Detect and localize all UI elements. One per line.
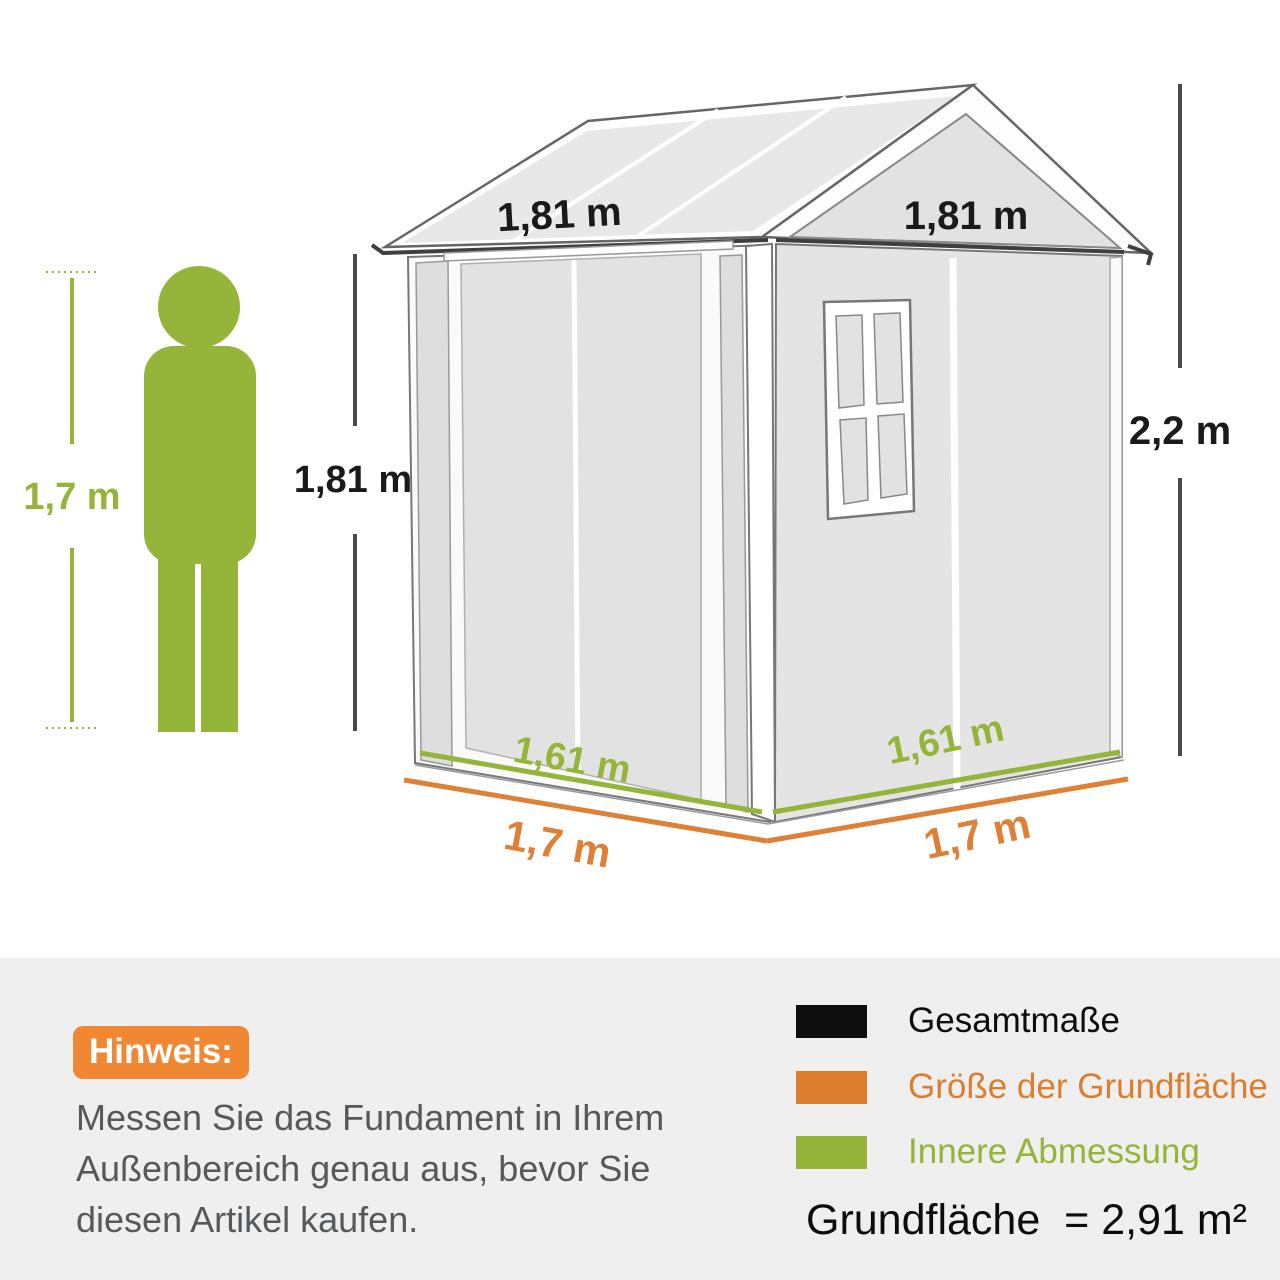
inner-dim-line-right [772,749,1121,815]
wall-height-measure: 1,81 m [294,254,412,731]
total-height-measure: 2,2 m [1129,84,1231,756]
legend-swatch-black [796,1004,867,1038]
gable-panel [786,112,1123,250]
roof-seam [636,95,848,238]
label-roof-left: 1,81 m [496,190,623,240]
hinweis-badge: Hinweis: [73,1026,249,1079]
outer-dim-line-left [403,777,768,844]
door-seam [571,259,581,776]
person-height-measure: 1,7 m [23,271,121,729]
person-torso [144,346,256,564]
shed-roof [370,83,1155,266]
label-footprint-left: 1,7 m [501,811,615,877]
person-figure [144,266,256,732]
window-pane [873,312,904,405]
eave-line-right [775,238,1125,254]
sliding-doors [460,253,702,801]
info-panel [0,958,1280,1280]
outer-dim-line-right [766,776,1129,844]
note-text: Messen Sie das Fundament in Ihrem Außenb… [76,1097,665,1240]
window-pane [839,417,869,505]
window-pane [835,314,865,409]
roof-seam [513,108,720,242]
label-person-height: 1,7 m [23,476,120,518]
legend-swatch-orange [796,1070,867,1104]
floor-edge [414,759,1125,825]
legend-label: Größe der Grundfläche [908,1067,1268,1106]
eave-tip-hook [1127,244,1153,266]
left-wall-edge-panel [415,260,453,767]
shed-left-face [406,240,777,824]
legend-item-innere-abmessung: Innere Abmessung [796,1132,1200,1171]
legend-item-grundflaeche: Größe der Grundfläche [796,1067,1268,1106]
legend-label: Gesamtmaße [908,1001,1120,1040]
legend-swatch-green [796,1135,867,1169]
person-right-leg [201,540,238,732]
person-left-leg [158,540,195,732]
corner-post [744,242,777,824]
window-pane [877,413,908,499]
shed-diagram: 1,7 m [23,83,1231,877]
base-dimension-lines [403,749,1129,844]
roof-left-slope-panel [402,96,957,243]
label-wall-height: 1,81 m [294,459,412,501]
right-wall-trim [1109,256,1123,759]
wall-seam [949,257,961,791]
label-gable-width: 1,81 m [904,194,1029,238]
inner-dim-line-left [419,750,763,815]
legend-label: Innere Abmessung [908,1132,1200,1171]
person-head [158,266,240,348]
legend-item-gesamtmasse: Gesamtmaße [796,1001,1120,1040]
shed-right-face [773,242,1123,824]
label-total-height: 2,2 m [1129,409,1231,453]
door-track-rail [443,240,734,262]
floor-area-summary: Grundfläche = 2,91 m² [806,1196,1247,1244]
